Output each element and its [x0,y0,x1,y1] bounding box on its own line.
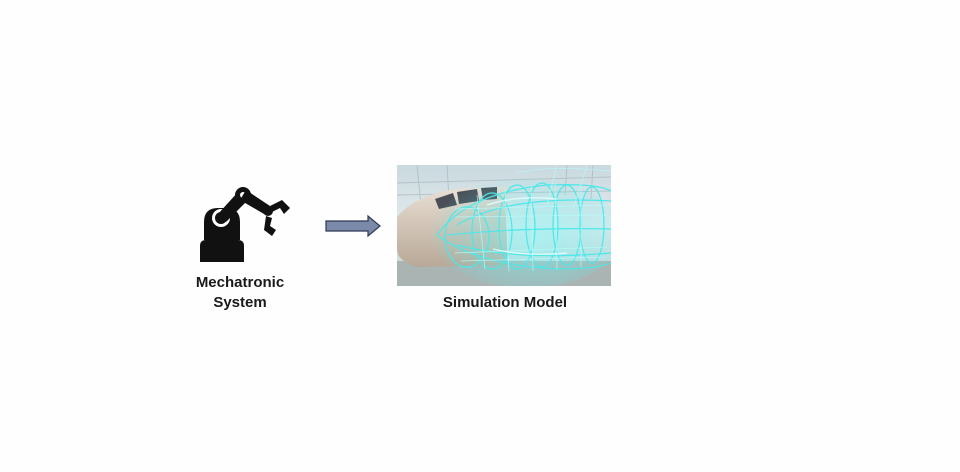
label-line-1: Mechatronic [195,274,285,291]
label-line-2: System [213,294,267,311]
robot-arm-icon [196,186,294,262]
mechatronic-system-label: Mechatronic System [170,273,310,313]
simulation-model-label: Simulation Model [442,294,568,311]
arrow-right-icon [324,214,382,238]
aircraft-wireframe-image [397,165,611,286]
